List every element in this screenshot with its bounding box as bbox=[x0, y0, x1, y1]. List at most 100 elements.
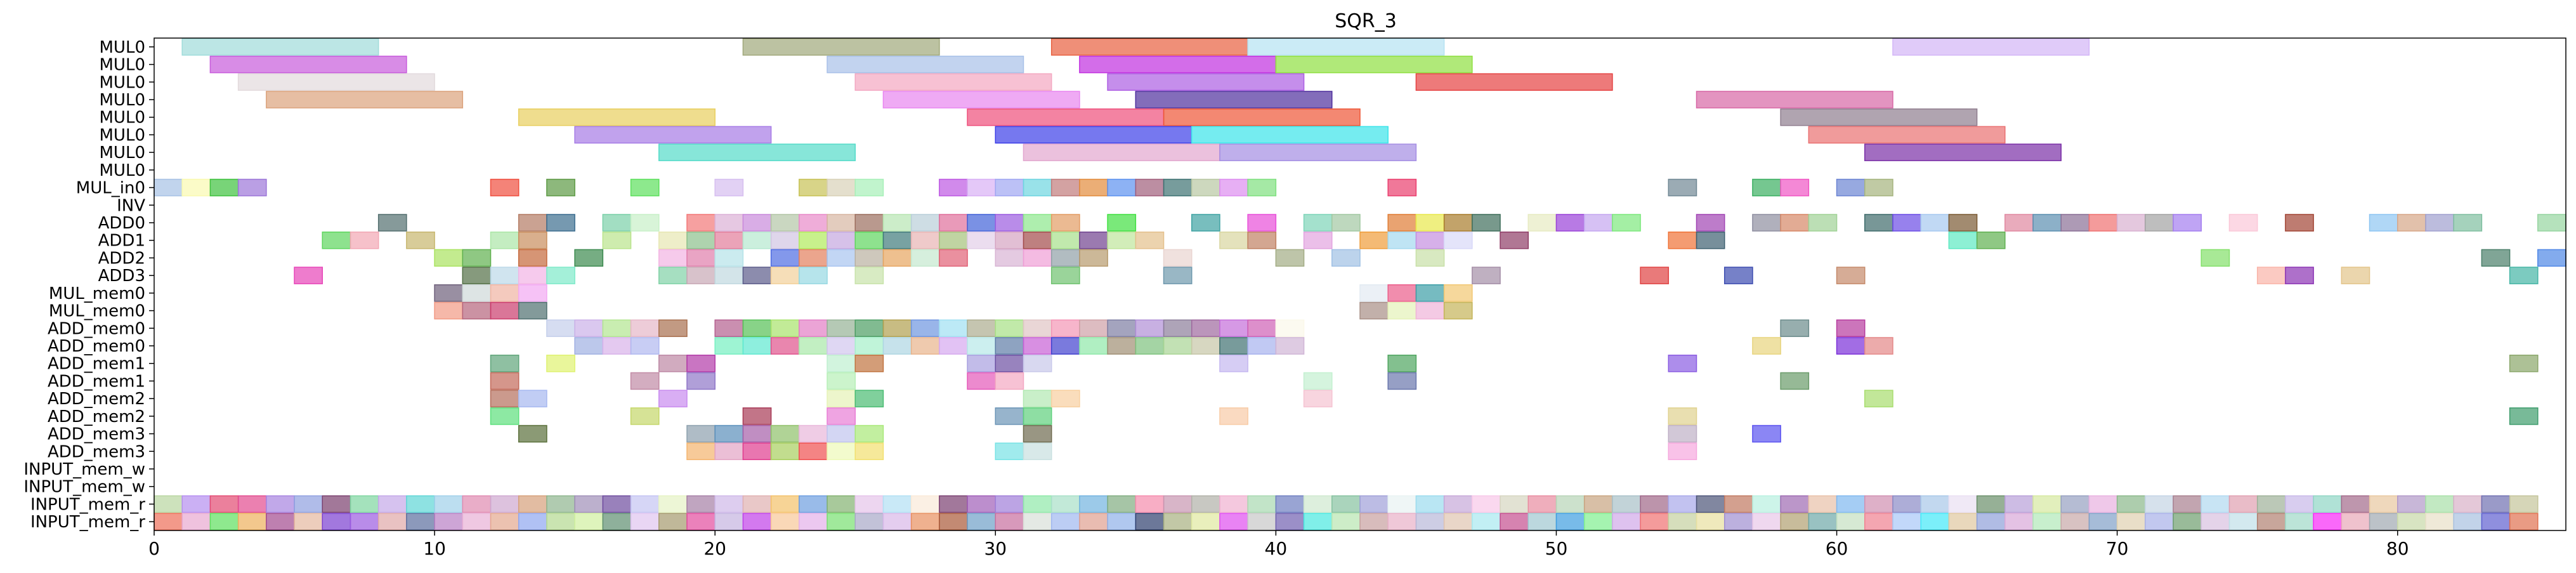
row-label: MUL0 bbox=[100, 109, 146, 128]
task-bar bbox=[1107, 73, 1305, 91]
task-bar bbox=[1668, 407, 1697, 425]
task-bar bbox=[2509, 267, 2539, 284]
task-bar bbox=[1163, 495, 1193, 513]
task-bar bbox=[995, 319, 1024, 338]
task-bar bbox=[2285, 513, 2314, 530]
task-bar bbox=[462, 249, 492, 267]
task-bar bbox=[546, 214, 575, 232]
task-bar bbox=[2145, 495, 2174, 513]
task-bar bbox=[1135, 337, 1165, 355]
task-bar bbox=[1836, 319, 1866, 338]
task-bar bbox=[1864, 495, 1893, 513]
task-bar bbox=[1023, 337, 1052, 355]
x-tick-label: 20 bbox=[703, 538, 726, 559]
task-bar bbox=[1191, 319, 1220, 338]
row-label: INPUT_mem_w bbox=[23, 460, 145, 479]
task-bar bbox=[742, 407, 772, 425]
task-bar bbox=[2481, 249, 2511, 267]
task-bar bbox=[1836, 495, 1866, 513]
task-bar bbox=[882, 337, 912, 355]
task-bar bbox=[1023, 178, 1052, 197]
task-bar bbox=[181, 38, 379, 56]
task-bar bbox=[602, 337, 632, 355]
task-bar bbox=[2453, 214, 2483, 232]
task-bar bbox=[854, 425, 884, 443]
task-bar bbox=[1976, 513, 2006, 530]
task-bar bbox=[995, 407, 1024, 425]
x-tick-label: 10 bbox=[423, 538, 446, 559]
task-bar bbox=[574, 513, 604, 530]
task-bar bbox=[799, 425, 828, 443]
task-bar bbox=[1415, 495, 1445, 513]
task-bar bbox=[1500, 231, 1529, 249]
task-bar bbox=[967, 372, 997, 390]
task-bar bbox=[1387, 284, 1417, 302]
task-bar bbox=[827, 178, 856, 197]
task-bar bbox=[1443, 214, 1473, 232]
task-bar bbox=[995, 495, 1024, 513]
task-bar bbox=[1640, 267, 1670, 284]
task-bar bbox=[1696, 91, 1893, 109]
task-bar bbox=[490, 390, 520, 407]
task-bar bbox=[1023, 442, 1052, 461]
task-bar bbox=[770, 267, 800, 284]
task-bar bbox=[1668, 231, 1697, 249]
task-bar bbox=[209, 513, 239, 530]
task-bar bbox=[1527, 513, 1557, 530]
task-bar bbox=[1219, 337, 1248, 355]
task-bar bbox=[490, 354, 520, 372]
task-bar bbox=[518, 214, 547, 232]
task-bar bbox=[518, 231, 547, 249]
task-bar bbox=[434, 301, 464, 320]
task-bar bbox=[1163, 178, 1193, 197]
task-bar bbox=[2313, 513, 2343, 530]
task-bar bbox=[2004, 214, 2034, 232]
task-bar bbox=[1864, 178, 1893, 197]
task-bar bbox=[1752, 178, 1781, 197]
task-bar bbox=[1079, 249, 1108, 267]
task-bar bbox=[630, 337, 660, 355]
task-bar bbox=[882, 91, 1080, 109]
task-bar bbox=[434, 249, 464, 267]
task-bar bbox=[1387, 214, 1417, 232]
task-bar bbox=[1836, 513, 1866, 530]
task-bar bbox=[1864, 513, 1893, 530]
task-bar bbox=[2116, 495, 2146, 513]
task-bar bbox=[2256, 495, 2286, 513]
task-bar bbox=[2425, 495, 2454, 513]
task-bar bbox=[995, 178, 1024, 197]
task-bar bbox=[799, 513, 828, 530]
task-bar bbox=[518, 108, 716, 126]
task-bar bbox=[658, 231, 688, 249]
row-label: ADD1 bbox=[98, 232, 145, 251]
task-bar bbox=[658, 495, 688, 513]
task-bar bbox=[2509, 513, 2539, 530]
task-bar bbox=[1527, 495, 1557, 513]
task-bar bbox=[658, 267, 688, 284]
task-bar bbox=[1948, 495, 1978, 513]
x-tick-label: 60 bbox=[1826, 538, 1848, 559]
task-bar bbox=[1107, 513, 1137, 530]
task-bar bbox=[2369, 513, 2398, 530]
task-bar bbox=[1050, 267, 1080, 284]
task-bar bbox=[1359, 231, 1389, 249]
task-bar bbox=[1472, 495, 1501, 513]
task-bar bbox=[1050, 178, 1080, 197]
task-bar bbox=[1050, 231, 1080, 249]
task-bar bbox=[2145, 513, 2174, 530]
task-bar bbox=[2425, 214, 2454, 232]
task-bar bbox=[1612, 513, 1641, 530]
task-bar bbox=[1331, 214, 1361, 232]
x-tick-label: 50 bbox=[1545, 538, 1568, 559]
task-bar bbox=[1472, 214, 1501, 232]
task-bar bbox=[1359, 513, 1389, 530]
task-bar bbox=[1303, 495, 1333, 513]
task-bar bbox=[799, 267, 828, 284]
task-bar bbox=[1864, 143, 2062, 161]
task-bar bbox=[1723, 513, 1753, 530]
row-label: ADD_mem3 bbox=[48, 425, 145, 444]
task-bar bbox=[854, 442, 884, 461]
task-bar bbox=[1696, 214, 1725, 232]
task-bar bbox=[1359, 495, 1389, 513]
task-bar bbox=[2060, 214, 2090, 232]
